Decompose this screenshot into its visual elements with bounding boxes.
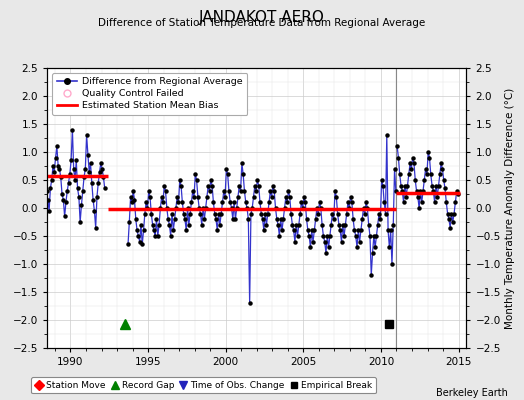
- Legend: Station Move, Record Gap, Time of Obs. Change, Empirical Break: Station Move, Record Gap, Time of Obs. C…: [31, 377, 376, 394]
- Text: Berkeley Earth: Berkeley Earth: [436, 388, 508, 398]
- Text: JANDAKOT AERO: JANDAKOT AERO: [199, 10, 325, 25]
- Y-axis label: Monthly Temperature Anomaly Difference (°C): Monthly Temperature Anomaly Difference (…: [505, 87, 515, 329]
- Text: Difference of Station Temperature Data from Regional Average: Difference of Station Temperature Data f…: [99, 18, 425, 28]
- Legend: Difference from Regional Average, Quality Control Failed, Estimated Station Mean: Difference from Regional Average, Qualit…: [52, 73, 247, 115]
